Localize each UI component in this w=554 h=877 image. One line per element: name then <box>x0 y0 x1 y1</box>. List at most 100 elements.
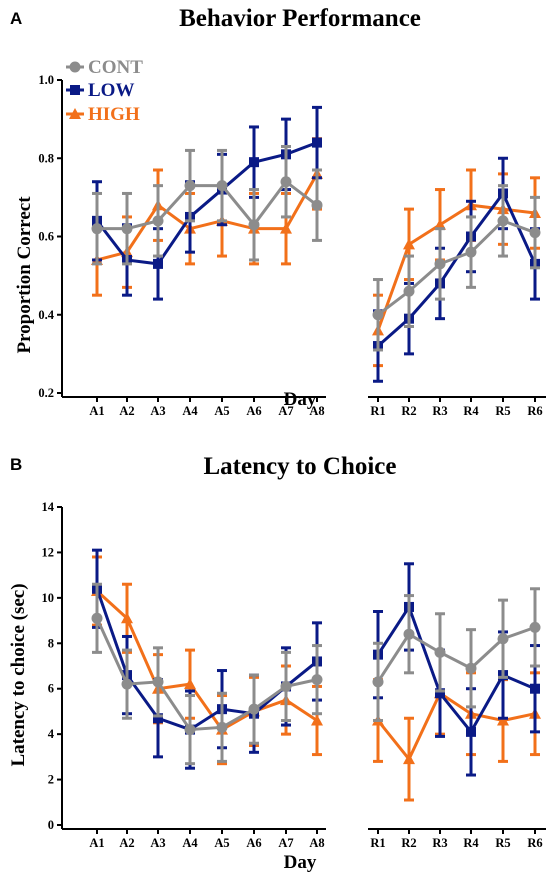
series-cont-point <box>184 180 196 192</box>
x-tick-label: A1 <box>89 404 104 418</box>
x-tick-label: R1 <box>370 404 385 418</box>
x-tick-label: A5 <box>214 404 229 418</box>
x-tick-label: A2 <box>119 836 134 850</box>
series-cont-point <box>311 674 323 686</box>
x-tick-label: R2 <box>401 404 416 418</box>
legend-high-label: HIGH <box>88 104 140 125</box>
series-cont-point <box>497 633 509 645</box>
series-high-point <box>434 218 446 230</box>
x-tick-label: R6 <box>527 836 542 850</box>
chart-b-marks <box>91 548 541 802</box>
series-cont-point <box>216 721 228 733</box>
legend-cont-label: CONT <box>88 57 143 78</box>
chart-a-xlabel: Day <box>284 389 317 410</box>
y-tick-label: 0.8 <box>38 151 54 165</box>
series-cont-point <box>403 285 415 297</box>
series-high-point <box>403 238 415 250</box>
x-tick-label: R2 <box>401 836 416 850</box>
series-low-line-2 <box>377 190 537 348</box>
series-high-point <box>121 612 133 624</box>
series-low-line-1 <box>95 141 318 266</box>
series-cont-point <box>529 227 541 239</box>
legend-low-marker <box>70 85 80 95</box>
y-tick-label: 12 <box>42 545 55 559</box>
x-tick-label: A4 <box>182 836 198 850</box>
chart-b-xlabel: Day <box>284 852 317 873</box>
x-tick-label: A6 <box>246 836 261 850</box>
series-cont-point <box>152 676 164 688</box>
series-high-line-2 <box>376 691 536 762</box>
y-tick-label: 0.2 <box>38 386 54 400</box>
series-high-line-1 <box>96 173 319 262</box>
y-tick-label: 14 <box>42 500 55 514</box>
series-low-point <box>466 726 476 737</box>
x-tick-label: A8 <box>309 404 324 418</box>
x-tick-label: A7 <box>278 404 293 418</box>
x-tick-label: A8 <box>309 836 324 850</box>
series-cont-point <box>497 215 509 227</box>
panel-b-label: B <box>10 455 22 474</box>
series-cont-point <box>91 612 103 624</box>
series-cont-line-2 <box>376 625 536 683</box>
series-high-line-2 <box>376 203 536 331</box>
x-tick-label: A1 <box>89 836 104 850</box>
legend-low-label: LOW <box>88 80 134 101</box>
chart-a-axes <box>61 80 546 398</box>
series-cont-point <box>152 215 164 227</box>
x-tick-label: R5 <box>495 836 510 850</box>
x-tick-label: A6 <box>246 404 261 418</box>
y-tick-label: 0.6 <box>38 230 54 244</box>
x-tick-label: A3 <box>150 836 165 850</box>
x-tick-label: R3 <box>432 836 447 850</box>
series-low-point <box>153 258 163 269</box>
series-high-point <box>184 678 196 690</box>
series-cont-point <box>91 223 103 235</box>
series-cont-point <box>434 646 446 658</box>
series-cont-point <box>280 176 292 188</box>
chart-b-title: Latency to Choice <box>203 453 396 480</box>
y-tick-label: 10 <box>42 591 55 605</box>
y-tick-label: 4 <box>48 727 55 741</box>
series-cont-point <box>372 676 384 688</box>
chart-b-ticks: 0 2 4 6 8 10 12 14 A1 A2 A3 A4 A5 A6 A7 A8 R1 R2 R3 R4 R5 R6 <box>42 500 543 850</box>
chart-a-ylabel: Proportion Correct <box>14 196 35 354</box>
series-cont-line-2 <box>377 219 536 316</box>
series-cont-point <box>248 703 260 715</box>
x-tick-label: A3 <box>150 404 165 418</box>
series-cont-point <box>280 680 292 692</box>
x-tick-label: A5 <box>214 836 229 850</box>
series-cont-point <box>121 223 133 235</box>
series-cont-point <box>216 180 228 192</box>
x-tick-label: R3 <box>432 404 447 418</box>
series-high-line-1 <box>95 589 318 732</box>
series-cont-point <box>465 662 477 674</box>
y-tick-label: 8 <box>48 636 54 650</box>
legend-high-marker <box>69 108 81 119</box>
x-tick-label: R4 <box>463 404 479 418</box>
legend: CONT LOW HIGH <box>66 57 143 125</box>
panel-a-label: A <box>10 9 22 28</box>
y-tick-label: 2 <box>48 773 54 787</box>
series-high-point <box>497 714 509 726</box>
x-tick-label: R4 <box>463 836 479 850</box>
chart-a-marks <box>91 105 541 383</box>
series-cont-point <box>248 219 260 231</box>
y-tick-label: 0 <box>48 818 54 832</box>
chart-a-title: Behavior Performance <box>179 5 421 32</box>
series-high-point <box>403 753 415 765</box>
chart-b-axes <box>61 507 546 830</box>
x-tick-label: A4 <box>182 404 198 418</box>
x-tick-label: A7 <box>278 836 293 850</box>
chart-a-ticks: 0.2 0.4 0.6 0.8 1.0 A1 A2 A3 A4 A5 A6 A7 A8 R1 R2 R3 R4 R… <box>38 73 542 418</box>
series-low-point <box>153 713 163 724</box>
series-cont-point <box>403 628 415 640</box>
series-low-point <box>312 137 322 148</box>
y-tick-label: 0.4 <box>38 308 54 322</box>
series-cont-point <box>121 678 133 690</box>
series-cont-point <box>434 258 446 270</box>
series-high-point <box>311 714 323 726</box>
series-low-point <box>530 683 540 694</box>
x-tick-label: R1 <box>370 836 385 850</box>
series-cont-point <box>311 199 323 211</box>
